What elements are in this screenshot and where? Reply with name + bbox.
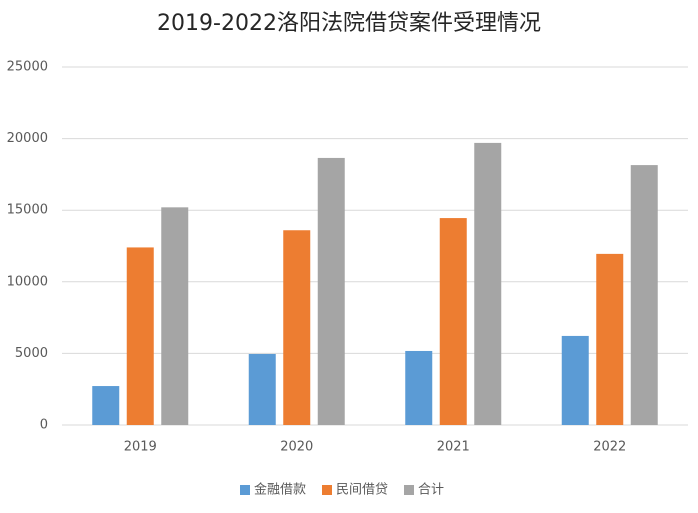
bar bbox=[439, 218, 467, 425]
y-tick-label: 10000 bbox=[7, 274, 48, 289]
bar bbox=[248, 353, 276, 425]
bar bbox=[405, 350, 433, 425]
y-tick-label: 5000 bbox=[15, 346, 48, 361]
bar bbox=[126, 247, 154, 425]
bar bbox=[283, 230, 311, 425]
legend-swatch bbox=[240, 485, 250, 495]
y-tick-label: 20000 bbox=[7, 131, 48, 146]
legend-label: 金融借款 bbox=[254, 482, 306, 498]
legend-swatch bbox=[404, 485, 414, 495]
y-tick-label: 25000 bbox=[7, 60, 48, 75]
x-tick-label: 2022 bbox=[593, 440, 626, 455]
bar bbox=[630, 165, 658, 426]
bar bbox=[317, 157, 345, 425]
x-tick-label: 2019 bbox=[124, 440, 157, 455]
bar bbox=[596, 253, 624, 425]
bar bbox=[161, 207, 189, 425]
bar bbox=[474, 142, 502, 425]
y-tick-label: 0 bbox=[40, 418, 48, 433]
chart-title: 2019-2022洛阳法院借贷案件受理情况 bbox=[157, 11, 541, 36]
y-tick-label: 15000 bbox=[7, 203, 48, 218]
x-tick-label: 2020 bbox=[280, 440, 313, 455]
legend-swatch bbox=[322, 485, 332, 495]
x-tick-label: 2021 bbox=[437, 440, 470, 455]
legend-label: 民间借贷 bbox=[336, 483, 388, 498]
bar bbox=[561, 335, 589, 425]
legend-label: 合计 bbox=[418, 483, 444, 498]
bar bbox=[92, 386, 120, 425]
